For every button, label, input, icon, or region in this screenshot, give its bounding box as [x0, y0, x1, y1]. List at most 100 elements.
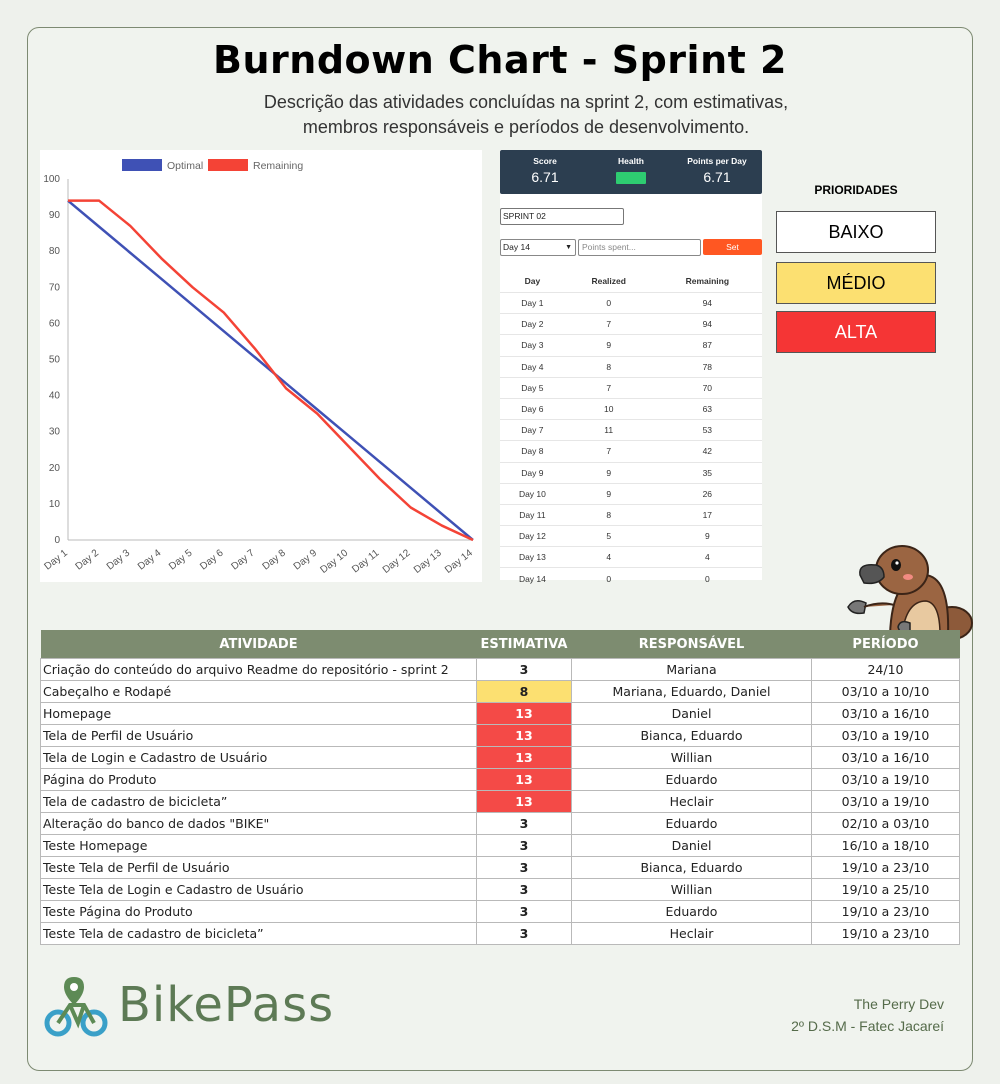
activity-name-cell: Teste Homepage [40, 834, 477, 857]
tracker-realized-cell: 10 [564, 397, 653, 420]
activity-period-cell: 03/10 a 10/10 [811, 680, 960, 703]
activity-owner-cell: Willian [571, 746, 812, 769]
y-tick-label: 70 [49, 282, 61, 293]
legend-label-remaining: Remaining [253, 160, 303, 172]
y-tick-label: 20 [49, 463, 61, 474]
tracker-realized-cell: 9 [564, 461, 653, 484]
y-tick-label: 0 [54, 535, 60, 546]
tracker-realized-cell: 7 [564, 376, 653, 399]
tracker-day-cell: Day 12 [500, 525, 565, 547]
subtitle-line-1: Descrição das atividades concluídas na s… [263, 92, 789, 112]
x-tick-label: Day 8 [261, 547, 289, 572]
activities-table: ATIVIDADE ESTIMATIVA RESPONSÁVEL PERÍODO… [40, 630, 960, 945]
x-tick-label: Day 13 [412, 547, 444, 575]
health-indicator [616, 172, 646, 184]
tracker-remaining-cell: 53 [652, 419, 762, 441]
ppd-block: Points per Day 6.71 [674, 156, 760, 185]
tracker-row: Day 14 0 0 [500, 567, 762, 589]
points-spent-input[interactable]: Points spent... [578, 239, 701, 256]
tracker-remaining-cell: 42 [652, 440, 762, 462]
activity-period-cell: 03/10 a 19/10 [811, 724, 960, 747]
tracker-row: Day 2 7 94 [500, 313, 762, 335]
y-tick-label: 60 [49, 318, 61, 329]
tracker-row: Day 9 9 35 [500, 461, 762, 484]
tracker-realized-cell: 0 [564, 291, 653, 314]
tracker-realized-cell: 8 [564, 355, 653, 378]
header-period: PERÍODO [811, 630, 960, 659]
activity-name-cell: Teste Tela de Perfil de Usuário [40, 856, 477, 879]
health-label: Health [618, 156, 644, 166]
activity-period-cell: 03/10 a 16/10 [811, 746, 960, 769]
tracker-remaining-cell: 87 [652, 334, 762, 357]
tracker-remaining-cell: 94 [652, 291, 762, 314]
col-day: Day [524, 276, 541, 286]
activity-owner-cell: Bianca, Eduardo [571, 856, 812, 879]
activity-row: Teste Tela de Perfil de Usuário 3 Bianca, … [40, 856, 960, 879]
tracker-day-cell: Day 10 [500, 482, 565, 505]
activity-period-cell: 19/10 a 23/10 [811, 922, 960, 945]
tracker-row: Day 6 10 63 [500, 397, 762, 420]
tracker-row: Day 12 5 9 [500, 525, 762, 547]
activity-row: Teste Tela de cadastro de bicicleta” 3 Hec… [40, 922, 960, 945]
page-subtitle: Descrição das atividades concluídas na s… [0, 90, 1000, 140]
tracker-remaining-cell: 94 [652, 313, 762, 335]
activity-estimate-cell: 3 [476, 658, 572, 681]
tracker-row: Day 4 8 78 [500, 355, 762, 378]
tracker-realized-cell: 4 [564, 546, 653, 568]
tracker-remaining-cell: 78 [652, 355, 762, 378]
series-line-remaining [68, 199, 474, 542]
activity-name-cell: Teste Tela de Login e Cadastro de Usuári… [40, 878, 477, 901]
activity-row: Tela de cadastro de bicicleta” 13 Heclair 0… [40, 790, 960, 813]
activity-estimate-cell: 3 [476, 878, 572, 901]
activity-owner-cell: Eduardo [571, 768, 812, 791]
sprint-tracker: Score 6.71 Health Points per Day 6.71 SP… [500, 150, 762, 589]
legend-swatch-optimal [122, 159, 162, 171]
tracker-remaining-cell: 63 [652, 397, 762, 420]
activity-period-cell: 16/10 a 18/10 [811, 834, 960, 857]
x-tick-label: Day 4 [136, 547, 164, 572]
header-activity: ATIVIDADE [40, 630, 477, 659]
activity-row: Homepage 13 Daniel 03/10 a 16/10 [40, 702, 960, 725]
sprint-name-input[interactable]: SPRINT 02 [500, 208, 624, 225]
day-select[interactable]: Day 14 ▼ [500, 239, 576, 256]
tracker-day-cell: Day 6 [500, 397, 565, 420]
activity-period-cell: 03/10 a 16/10 [811, 702, 960, 725]
x-tick-label: Day 14 [443, 547, 475, 575]
tracker-day-cell: Day 5 [500, 376, 565, 399]
activity-owner-cell: Daniel [571, 834, 812, 857]
tracker-row: Day 7 11 53 [500, 419, 762, 441]
activity-estimate-cell: 3 [476, 900, 572, 923]
platypus-mascot [847, 545, 973, 640]
activity-owner-cell: Eduardo [571, 812, 812, 835]
tracker-realized-cell: 11 [564, 419, 653, 441]
set-button[interactable]: Set [703, 239, 762, 255]
team-info: The Perry Dev 2º D.S.M - Fatec Jacareí [791, 993, 944, 1037]
activity-row: Teste Homepage 3 Daniel 16/10 a 18/10 [40, 834, 960, 857]
activity-name-cell: Homepage [40, 702, 477, 725]
x-tick-label: Day 6 [198, 547, 226, 572]
activity-estimate-cell: 3 [476, 922, 572, 945]
activity-owner-cell: Eduardo [571, 900, 812, 923]
activity-period-cell: 19/10 a 23/10 [811, 900, 960, 923]
ppd-value: 6.71 [703, 169, 731, 185]
tracker-row: Day 1 0 94 [500, 291, 762, 314]
activity-name-cell: Cabeçalho e Rodapé [40, 680, 477, 703]
tracker-row: Day 13 4 4 [500, 546, 762, 568]
x-tick-label: Day 11 [350, 547, 382, 575]
x-tick-label: Day 7 [229, 547, 257, 572]
team-name: The Perry Dev [853, 996, 944, 1012]
header-owner: RESPONSÁVEL [571, 630, 812, 659]
logo-text: BikePass [118, 977, 335, 1033]
activity-estimate-cell: 3 [476, 856, 572, 879]
y-tick-label: 100 [43, 174, 60, 185]
activity-estimate-cell: 8 [476, 680, 572, 703]
y-tick-label: 10 [49, 499, 61, 510]
activity-name-cell: Teste Tela de cadastro de bicicleta” [40, 922, 477, 945]
tracker-realized-cell: 7 [564, 440, 653, 462]
tracker-day-cell: Day 1 [500, 291, 565, 314]
tracker-realized-cell: 5 [564, 525, 653, 547]
tracker-row: Day 3 9 87 [500, 334, 762, 357]
tracker-row: Day 5 7 70 [500, 376, 762, 399]
score-block: Score 6.71 [502, 156, 588, 185]
tracker-realized-cell: 0 [564, 567, 653, 589]
